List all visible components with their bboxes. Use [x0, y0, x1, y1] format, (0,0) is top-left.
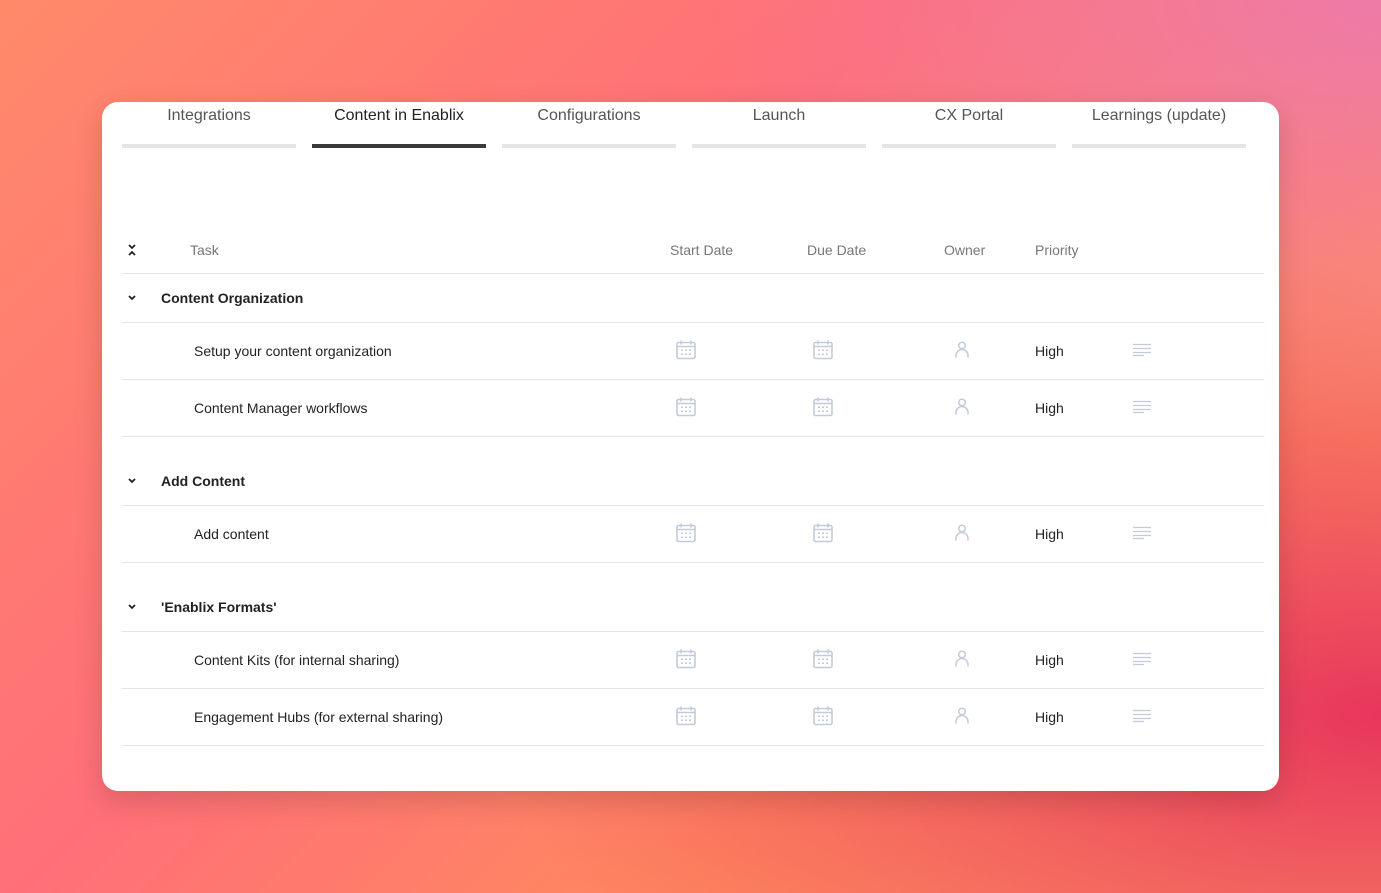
header-owner: Owner: [944, 241, 986, 258]
chevron-down-icon[interactable]: [126, 601, 138, 613]
priority-value[interactable]: High: [1035, 400, 1064, 416]
task-group: Add Content: [122, 457, 1264, 506]
priority-value[interactable]: High: [1035, 526, 1064, 542]
collapse-all-icon[interactable]: [126, 243, 138, 256]
task-group: 'Enablix Formats': [122, 583, 1264, 632]
header-start-date: Start Date: [670, 241, 734, 258]
header-priority: Priority: [1035, 241, 1079, 258]
calendar-icon[interactable]: [812, 396, 834, 421]
calendar-icon[interactable]: [675, 522, 697, 547]
table-row[interactable]: Setup your content organization High: [122, 323, 1264, 380]
task-name[interactable]: Content Manager workflows: [194, 400, 368, 416]
tab-content-in-enablix[interactable]: Content in Enablix: [312, 102, 486, 148]
table-row[interactable]: Engagement Hubs (for external sharing) H…: [122, 689, 1264, 746]
tab-cx-portal[interactable]: CX Portal: [882, 102, 1056, 148]
header-due-date: Due Date: [807, 241, 867, 258]
project-card: Integrations Content in Enablix Configurat…: [102, 102, 1279, 791]
chevron-down-icon[interactable]: [126, 475, 138, 487]
lines-icon[interactable]: [1133, 400, 1151, 417]
priority-value[interactable]: High: [1035, 652, 1064, 668]
table-row[interactable]: Content Kits (for internal sharing) High: [122, 632, 1264, 689]
tab-configurations[interactable]: Configurations: [502, 102, 676, 148]
lines-icon[interactable]: [1133, 652, 1151, 669]
priority-value[interactable]: High: [1035, 343, 1064, 359]
task-name[interactable]: Content Kits (for internal sharing): [194, 652, 400, 668]
calendar-icon[interactable]: [812, 648, 834, 673]
calendar-icon[interactable]: [675, 648, 697, 673]
chevron-down-icon[interactable]: [126, 292, 138, 304]
table-row[interactable]: Content Manager workflows High: [122, 380, 1264, 437]
header-task: Task: [190, 241, 219, 258]
user-icon[interactable]: [954, 707, 970, 728]
tab-integrations[interactable]: Integrations: [122, 102, 296, 148]
tab-bar: Integrations Content in Enablix Configurat…: [122, 102, 1246, 148]
user-icon[interactable]: [954, 398, 970, 419]
task-name[interactable]: Engagement Hubs (for external sharing): [194, 709, 444, 725]
task-name[interactable]: Add content: [194, 526, 269, 542]
group-title: 'Enablix Formats': [161, 599, 277, 615]
table-header: Task Start Date Due Date Owner Priority: [122, 226, 1264, 274]
calendar-icon[interactable]: [812, 705, 834, 730]
calendar-icon[interactable]: [812, 522, 834, 547]
group-title: Content Organization: [161, 290, 304, 306]
task-group: Content Organization: [122, 274, 1264, 323]
calendar-icon[interactable]: [675, 339, 697, 364]
user-icon[interactable]: [954, 341, 970, 362]
task-table: Task Start Date Due Date Owner Priority …: [122, 226, 1264, 746]
calendar-icon[interactable]: [675, 396, 697, 421]
user-icon[interactable]: [954, 524, 970, 545]
tab-learnings-update-[interactable]: Learnings (update): [1072, 102, 1246, 148]
group-title: Add Content: [161, 473, 245, 489]
calendar-icon[interactable]: [675, 705, 697, 730]
calendar-icon[interactable]: [812, 339, 834, 364]
user-icon[interactable]: [954, 650, 970, 671]
lines-icon[interactable]: [1133, 709, 1151, 726]
task-name[interactable]: Setup your content organization: [194, 343, 392, 359]
lines-icon[interactable]: [1133, 343, 1151, 360]
tab-launch[interactable]: Launch: [692, 102, 866, 148]
lines-icon[interactable]: [1133, 526, 1151, 543]
table-row[interactable]: Add content High: [122, 506, 1264, 563]
priority-value[interactable]: High: [1035, 709, 1064, 725]
